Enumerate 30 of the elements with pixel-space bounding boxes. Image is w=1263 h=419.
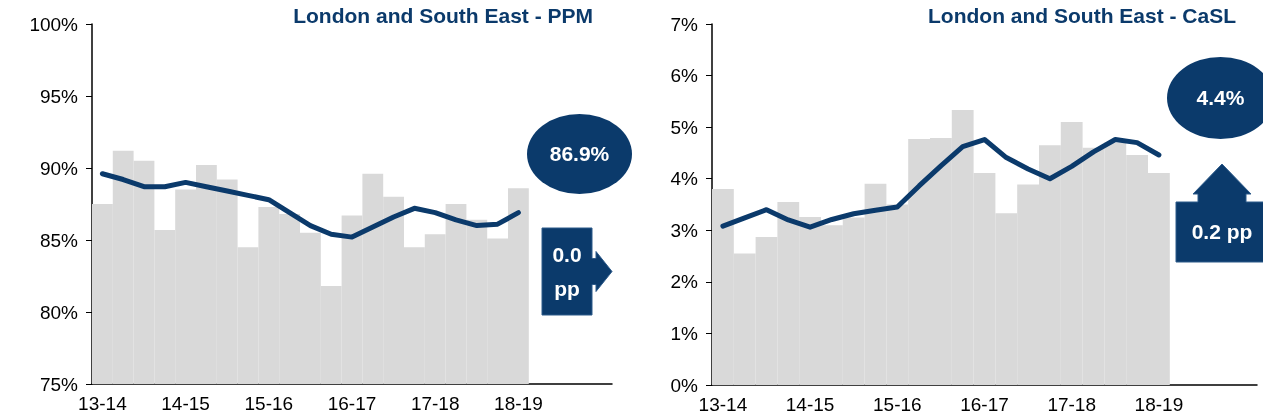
y-tick-label: 85% (39, 229, 79, 251)
x-tick-label: 15-16 (244, 393, 294, 414)
y-tick-label: 95% (39, 85, 79, 107)
annotation: 0.2 pp (1190, 219, 1254, 245)
y-tick-label: 5% (670, 116, 699, 138)
annotation: 0.0 pp (551, 241, 583, 302)
y-tick-label: 0% (670, 374, 699, 396)
y-tick-label: 2% (670, 271, 699, 293)
y-tick-label: 100% (29, 13, 79, 35)
y-tick-label: 7% (670, 13, 699, 35)
chart-title: London and South East - CaSL (928, 4, 1237, 27)
x-tick-label: 16-17 (960, 394, 1009, 415)
x-tick-label: 16-17 (327, 393, 377, 414)
y-tick-label: 75% (39, 373, 79, 395)
x-tick-label: 14-15 (161, 393, 210, 414)
x-tick-label: 17-18 (1047, 394, 1096, 415)
y-tick-label: 90% (39, 157, 79, 179)
x-tick-label: 18-19 (494, 393, 543, 414)
y-tick-label: 3% (670, 219, 699, 241)
y-tick-label: 80% (39, 301, 79, 323)
x-tick-label: 13-14 (78, 393, 128, 414)
x-tick-label: 17-18 (410, 393, 460, 414)
x-tick-label: 15-16 (873, 394, 922, 415)
y-tick-label: 4% (670, 168, 699, 190)
x-tick-label: 18-19 (1134, 394, 1184, 415)
chart-title: London and South East - PPM (293, 4, 594, 27)
y-tick-label: 1% (670, 322, 699, 344)
y-tick-label: 6% (670, 65, 699, 87)
x-tick-label: 14-15 (785, 394, 835, 415)
x-tick-label: 13-14 (698, 394, 748, 415)
